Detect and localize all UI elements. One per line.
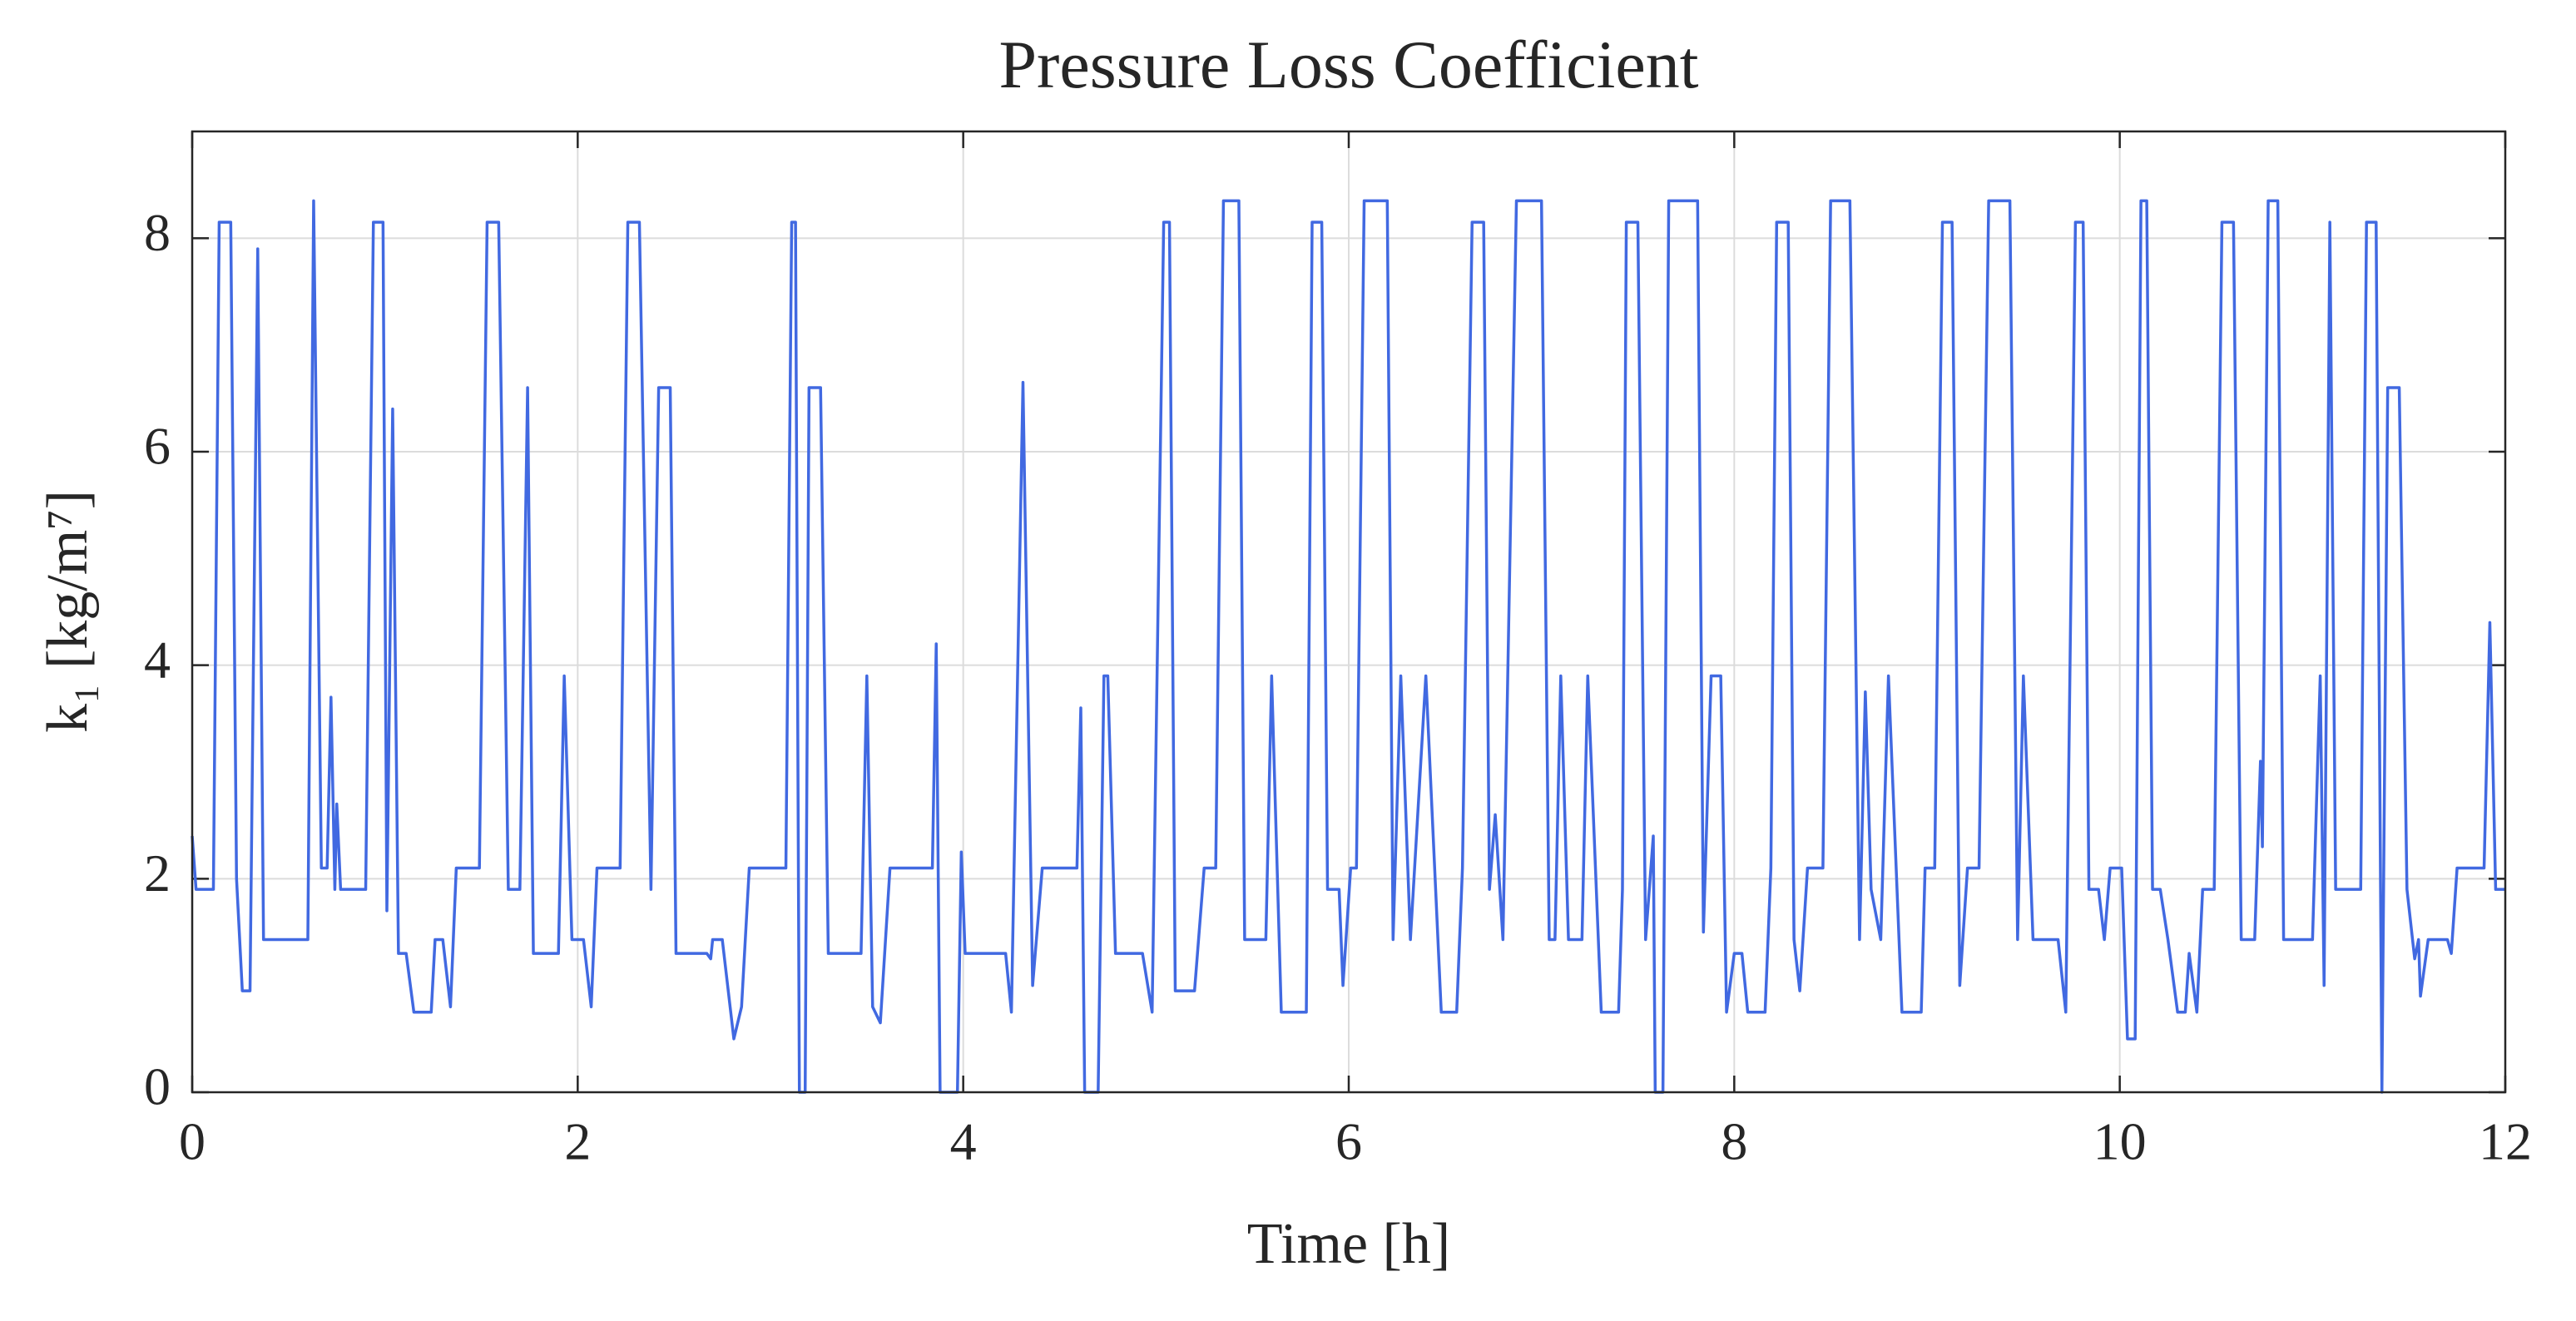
x-tick-label: 8 — [1721, 1112, 1747, 1171]
y-tick-label: 8 — [144, 203, 171, 262]
x-tick-label: 2 — [564, 1112, 591, 1171]
data-line — [191, 199, 2505, 1094]
y-tick-label: 4 — [144, 630, 171, 689]
x-tick-label: 0 — [179, 1112, 206, 1171]
x-tick-label: 10 — [2093, 1112, 2147, 1171]
x-tick-label: 4 — [950, 1112, 977, 1171]
x-axis-label: Time [h] — [1247, 1212, 1450, 1276]
chart-title: Pressure Loss Coefficient — [998, 27, 1698, 102]
y-tick-label: 0 — [144, 1057, 171, 1116]
y-axis-label: k₁ [kg/m⁷] — [36, 490, 100, 733]
x-tick-label: 12 — [2479, 1112, 2532, 1171]
plot-frame — [191, 130, 2507, 1094]
x-tick-label: 6 — [1335, 1112, 1362, 1171]
y-tick-label: 2 — [144, 844, 171, 903]
y-tick-label: 6 — [144, 417, 171, 476]
